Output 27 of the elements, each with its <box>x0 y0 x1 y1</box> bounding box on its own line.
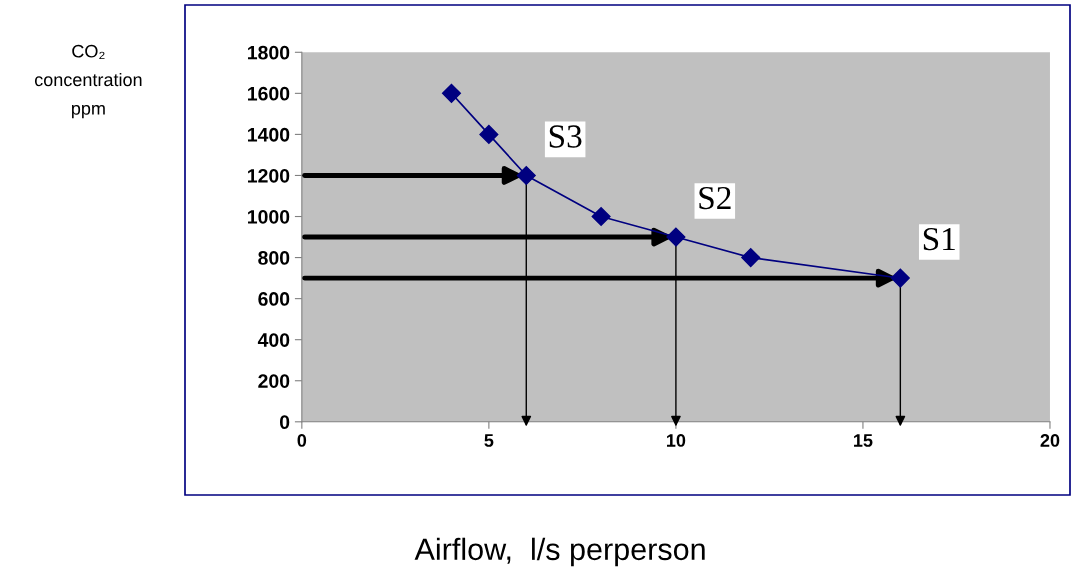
y-tick-label: 400 <box>257 333 290 347</box>
point <box>441 83 462 103</box>
y-tick-label: 1000 <box>248 209 290 224</box>
y-tick-label: 1200 <box>248 168 290 183</box>
point <box>516 165 536 185</box>
text: CO₂ concentration ppm <box>34 44 142 119</box>
annotation: S3 <box>549 125 582 148</box>
y-tick-label: 800 <box>258 251 290 265</box>
y-tick-label: 1600 <box>248 86 290 101</box>
x-tick-label: 15 <box>854 434 873 447</box>
x-tick-label: 0 <box>297 434 307 447</box>
point <box>479 124 499 144</box>
x-tick-label: 5 <box>484 434 494 447</box>
x-tick-label: 20 <box>1040 434 1060 447</box>
point <box>741 248 761 268</box>
point <box>591 206 611 227</box>
y-tick-label: 0 <box>279 415 290 430</box>
y-tick-label: 200 <box>258 374 290 388</box>
point <box>890 268 910 288</box>
y-tick-label: 1400 <box>248 127 290 142</box>
annotation: S1 <box>923 227 955 251</box>
y-tick-label: 1800 <box>248 45 290 60</box>
annotation: S2 <box>699 186 731 210</box>
x-tick-label: 10 <box>667 434 686 447</box>
point <box>666 227 686 247</box>
y-tick-label: 600 <box>258 292 290 306</box>
x-axis-title: Airflow, l/s perperson <box>414 537 705 567</box>
